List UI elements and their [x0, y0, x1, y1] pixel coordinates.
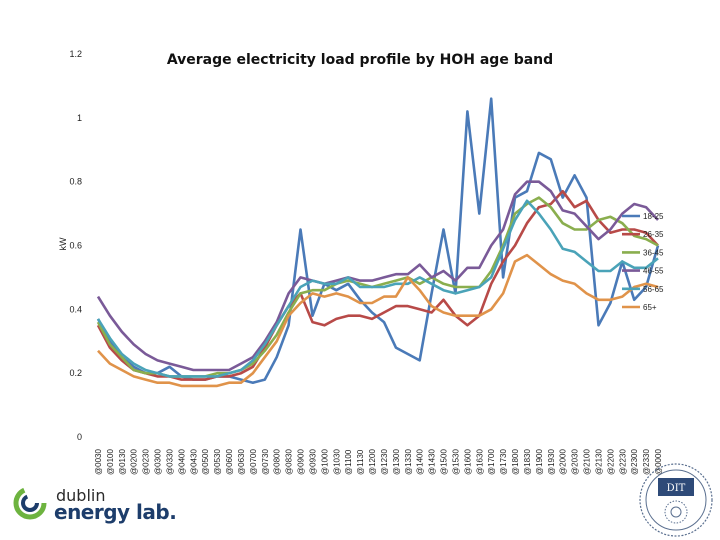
logo-text-energy-lab: energy lab. [54, 500, 177, 524]
x-tick-label: @2030 [571, 449, 580, 475]
x-tick-label: @0700 [249, 449, 258, 475]
x-tick-label: @1230 [380, 449, 389, 475]
legend-label-65+: 65+ [643, 303, 657, 312]
dit-seal-logo: DIT [639, 463, 713, 537]
x-tick-label: @0030 [94, 449, 103, 475]
x-tick-label: @0430 [189, 449, 198, 475]
x-tick-label: @2200 [606, 449, 615, 475]
x-tick-label: @0230 [142, 449, 151, 475]
x-tick-label: @1400 [416, 449, 425, 475]
x-tick-label: @1730 [499, 449, 508, 475]
dit-seal-text: DIT [667, 483, 686, 494]
x-tick-label: @1830 [523, 449, 532, 475]
logo-text-dublin: dublin [56, 486, 106, 505]
legend-label-26-35: 26-35 [643, 230, 664, 239]
x-axis: @0030 @0100 @0130 @0200 @0230 @0300 @0330 @0400… [94, 449, 663, 475]
y-tick-label: 1 [77, 113, 82, 123]
x-tick-label: @1700 [487, 449, 496, 475]
x-tick-label: @1030 [332, 449, 341, 475]
logo-swirl-icon [13, 486, 47, 520]
x-tick-label: @1500 [440, 449, 449, 475]
x-tick-label: @0300 [154, 449, 163, 475]
x-tick-label: @2330 [642, 449, 651, 475]
x-tick-label: @1100 [344, 449, 353, 475]
legend-label-56-65: 56-65 [643, 285, 664, 294]
logo-inner-swirl-icon [21, 494, 39, 512]
x-tick-label: @2230 [618, 449, 627, 475]
x-tick-label: @1330 [404, 449, 413, 475]
series-line-46-55 [96, 180, 659, 372]
y-tick-label: 0.8 [69, 177, 82, 187]
series-line-56-65 [96, 199, 659, 378]
series-line-18-25 [96, 97, 660, 385]
x-tick-label: @2300 [630, 449, 639, 475]
x-tick-label: @1130 [356, 449, 365, 475]
legend-label-36-45: 36-45 [643, 248, 664, 257]
series-lines [96, 97, 660, 388]
x-tick-label: @0930 [308, 449, 317, 475]
x-tick-label: @0100 [106, 449, 115, 475]
y-tick-label: 0.2 [69, 368, 82, 378]
x-tick-label: @0200 [130, 449, 139, 475]
y-axis: 0 0.2 0.4 0.6 0.8 1 1.2 [69, 49, 82, 442]
y-tick-label: 0 [77, 432, 82, 442]
x-tick-label: @0800 [273, 449, 282, 475]
x-tick-label: @0830 [285, 449, 294, 475]
x-tick-label: @1430 [428, 449, 437, 475]
chart-title: Average electricity load profile by HOH … [166, 52, 554, 68]
x-tick-label: @2000 [559, 449, 568, 475]
x-tick-label: @0600 [225, 449, 234, 475]
x-tick-label: @1900 [535, 449, 544, 475]
x-tick-label: @0530 [213, 449, 222, 475]
x-tick-label: @1630 [475, 449, 484, 475]
series-line-26-35 [96, 189, 659, 381]
legend: 18-25 26-35 36-45 46-55 56-65 65+ [622, 212, 664, 312]
x-tick-label: @0500 [201, 449, 210, 475]
x-tick-label: @0630 [237, 449, 246, 475]
x-tick-label: @0400 [177, 449, 186, 475]
legend-label-46-55: 46-55 [643, 267, 664, 276]
y-tick-label: 1.2 [69, 49, 82, 59]
x-tick-label: @1930 [547, 449, 556, 475]
x-tick-label: @1300 [392, 449, 401, 475]
y-tick-label: 0.6 [69, 241, 82, 251]
x-tick-label: @0000 [654, 449, 663, 475]
x-tick-label: @2130 [594, 449, 603, 475]
y-axis-label: kW [58, 237, 68, 251]
x-tick-label: @0730 [261, 449, 270, 475]
dublin-energy-lab-logo [13, 486, 47, 520]
x-tick-label: @1200 [368, 449, 377, 475]
x-tick-label: @0330 [165, 449, 174, 475]
x-tick-label: @2100 [583, 449, 592, 475]
legend-label-18-25: 18-25 [643, 212, 664, 221]
x-tick-label: @0130 [118, 449, 127, 475]
x-tick-label: @1600 [463, 449, 472, 475]
x-tick-label: @0900 [297, 449, 306, 475]
y-tick-label: 0.4 [69, 304, 82, 314]
x-tick-label: @1530 [451, 449, 460, 475]
series-line-65+ [97, 253, 659, 388]
x-tick-label: @1800 [511, 449, 520, 475]
x-tick-label: @1000 [320, 449, 329, 475]
